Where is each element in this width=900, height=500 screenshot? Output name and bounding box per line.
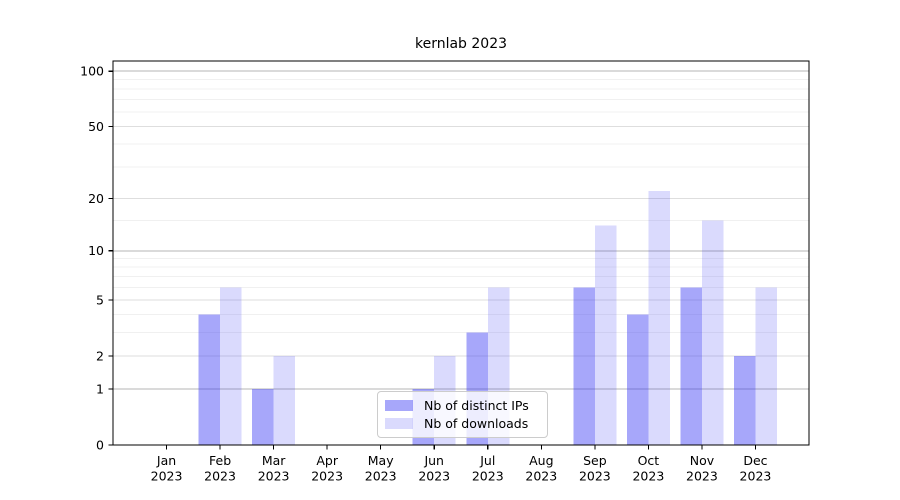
y-tick-label: 100 xyxy=(80,64,104,79)
x-tick-label-month: Aug xyxy=(529,453,553,468)
legend-label-distinct-ips: Nb of distinct IPs xyxy=(424,397,529,413)
bar-downloads xyxy=(594,225,617,445)
bar-distinct-ips xyxy=(252,388,274,445)
chart-title: kernlab 2023 xyxy=(414,36,508,52)
x-tick-label-year: 2023 xyxy=(365,469,397,484)
x-tick-label-year: 2023 xyxy=(632,469,664,484)
y-tick-label: 5 xyxy=(96,292,104,307)
x-tick-label-year: 2023 xyxy=(204,469,236,484)
x-tick-label-year: 2023 xyxy=(740,469,772,484)
x-tick-label-month: Mar xyxy=(262,453,286,468)
x-tick-label-month: Jun xyxy=(423,453,444,468)
bar-downloads xyxy=(273,356,296,445)
bar-downloads xyxy=(755,287,777,445)
x-tick-label-month: Apr xyxy=(316,453,338,468)
y-tick-label: 10 xyxy=(88,243,104,258)
x-tick-label-month: Nov xyxy=(690,453,715,468)
x-tick-label-year: 2023 xyxy=(579,469,611,484)
x-tick-label-year: 2023 xyxy=(686,469,718,484)
legend-label-downloads: Nb of downloads xyxy=(424,416,529,432)
x-tick-label-month: Jan xyxy=(156,453,176,468)
x-tick-label-year: 2023 xyxy=(472,469,504,484)
x-tick-label-year: 2023 xyxy=(525,469,557,484)
bar-distinct-ips xyxy=(680,287,702,445)
x-tick-label-year: 2023 xyxy=(311,469,343,484)
legend-swatch-downloads xyxy=(385,418,413,430)
legend: Nb of distinct IPs Nb of downloads xyxy=(377,391,548,438)
bar-distinct-ips xyxy=(198,314,221,445)
x-tick-label-month: Feb xyxy=(209,453,231,468)
legend-item-distinct-ips: Nb of distinct IPs xyxy=(385,398,540,413)
y-tick-label: 0 xyxy=(96,437,104,452)
bar-downloads xyxy=(701,220,724,445)
bar-downloads xyxy=(648,191,670,445)
x-tick-label-month: May xyxy=(368,453,394,468)
legend-swatch-distinct-ips xyxy=(385,399,413,411)
bar-distinct-ips xyxy=(573,287,595,445)
y-tick-label: 20 xyxy=(88,191,104,206)
x-tick-label-year: 2023 xyxy=(151,469,183,484)
bar-distinct-ips xyxy=(626,314,649,445)
x-tick-label-month: Oct xyxy=(638,453,660,468)
bar-downloads xyxy=(220,287,242,445)
legend-item-downloads: Nb of downloads xyxy=(385,416,540,431)
x-tick-label-month: Dec xyxy=(743,453,767,468)
x-tick-label-year: 2023 xyxy=(418,469,450,484)
x-tick-label-month: Jul xyxy=(479,453,495,468)
x-tick-label-year: 2023 xyxy=(258,469,290,484)
y-tick-label: 2 xyxy=(96,348,104,363)
bar-distinct-ips xyxy=(733,356,756,445)
x-tick-label-month: Sep xyxy=(583,453,607,468)
plot-frame xyxy=(112,60,810,446)
y-tick-label: 1 xyxy=(96,381,104,396)
y-tick-label: 50 xyxy=(88,119,104,134)
